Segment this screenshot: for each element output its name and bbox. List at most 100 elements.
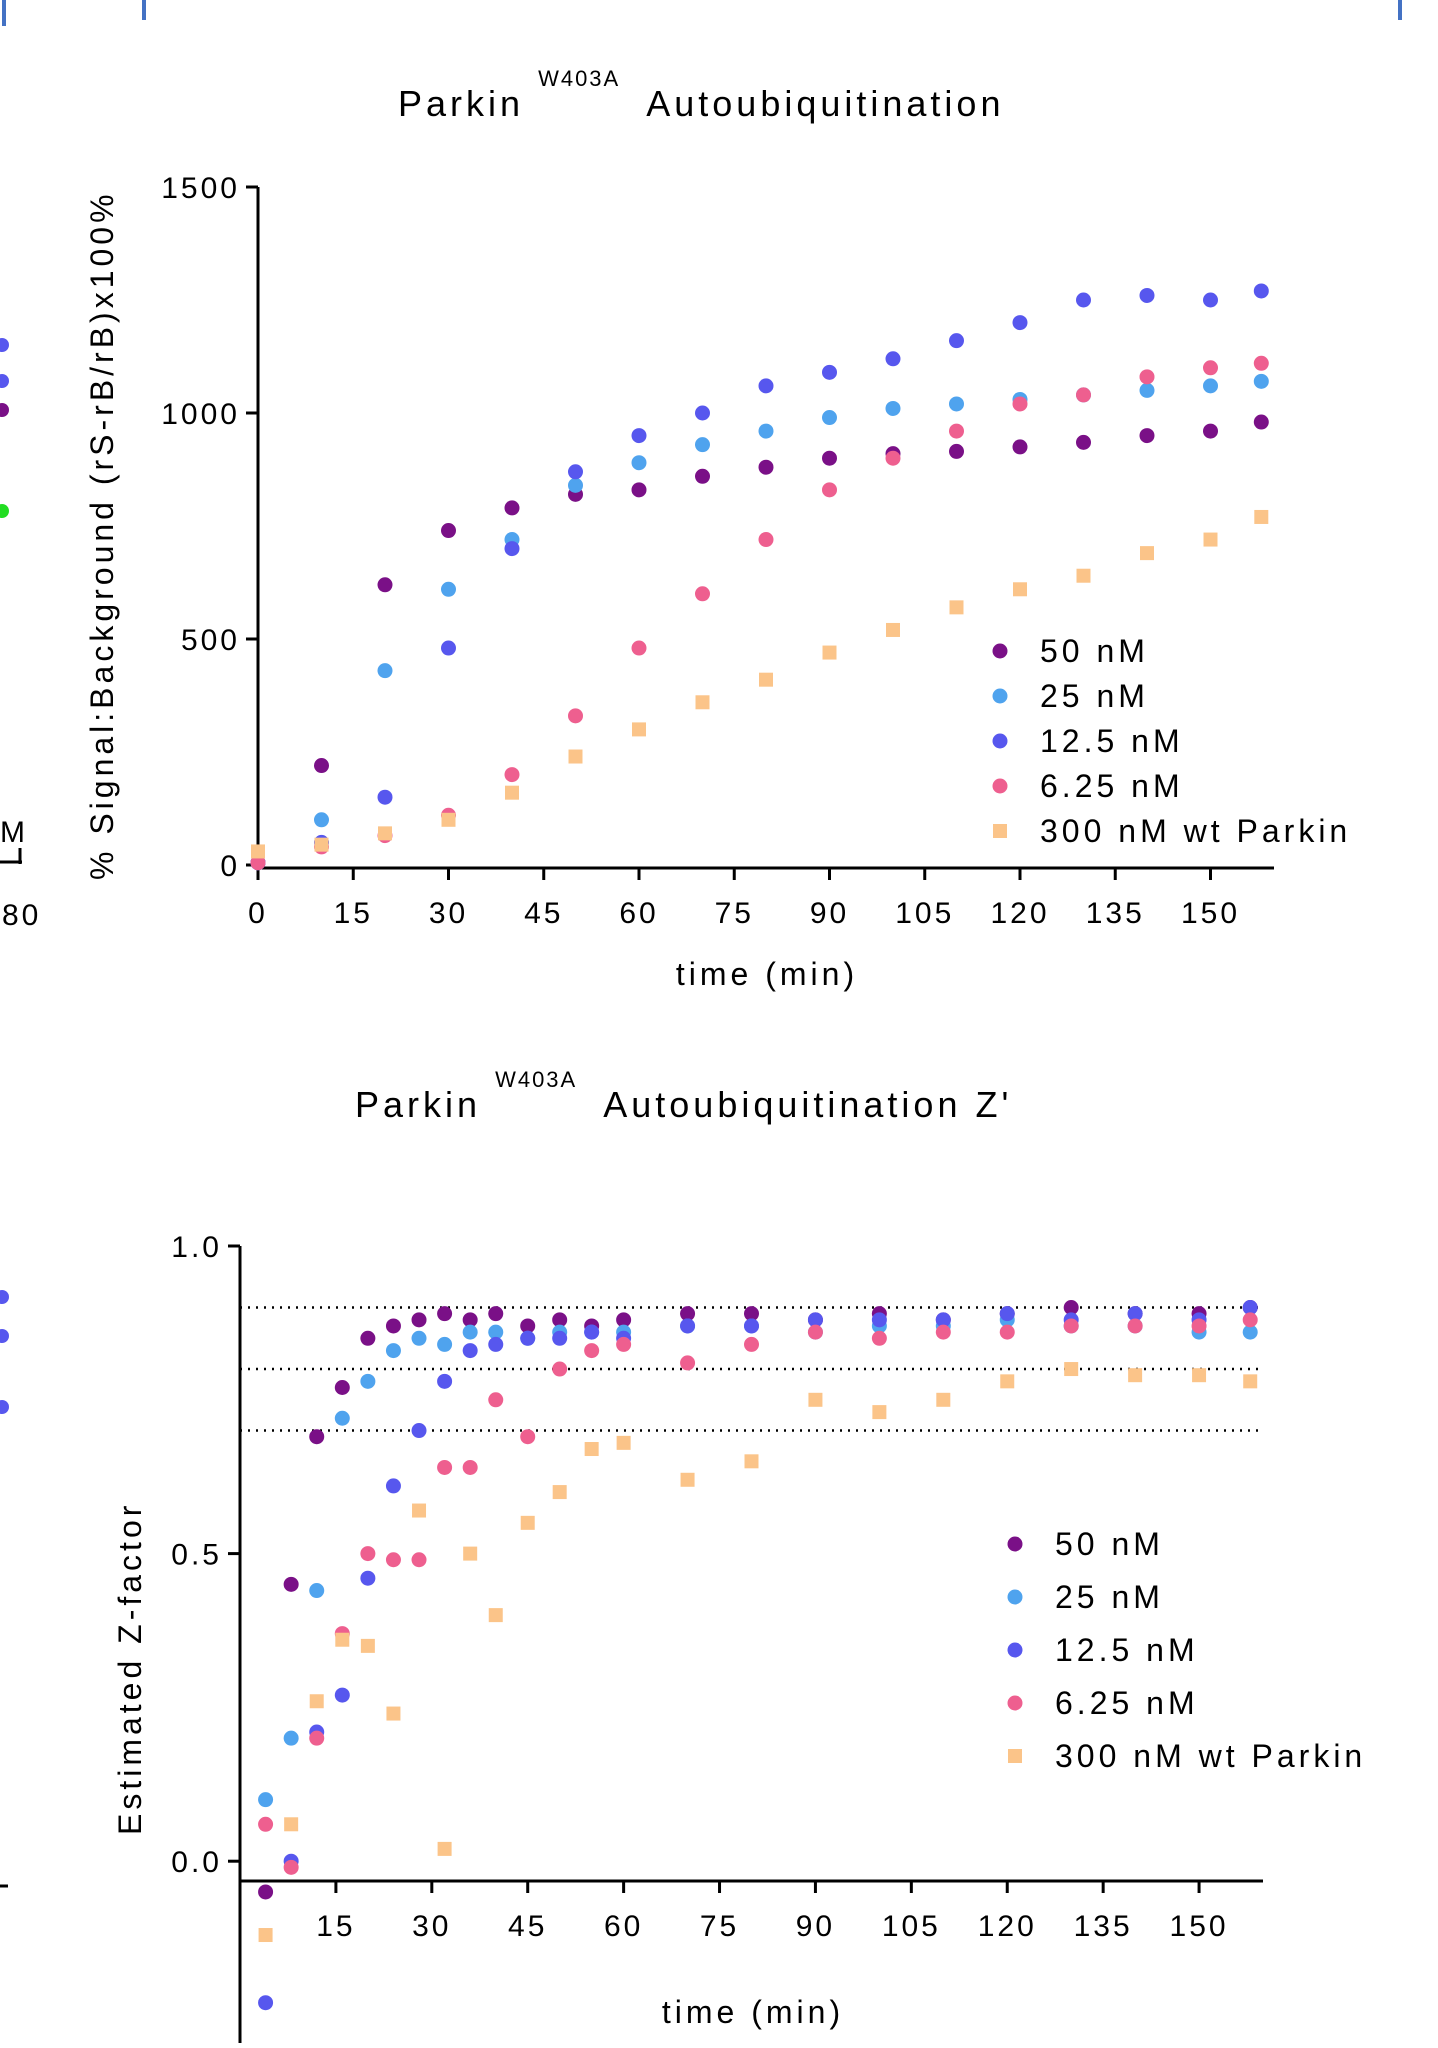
data-point <box>822 364 837 380</box>
data-point <box>568 708 583 724</box>
data-point <box>695 695 710 710</box>
data-point <box>872 1405 887 1420</box>
partial-dot <box>0 403 9 417</box>
x-tick-label: 15 <box>316 1910 355 1943</box>
data-point <box>758 423 774 439</box>
z-factor-chart: Parkin W403A Autoubiquitination Z' Estim… <box>112 1054 1362 2043</box>
data-point <box>631 640 647 656</box>
data-point <box>807 1324 823 1340</box>
data-point <box>1139 382 1155 398</box>
data-point <box>584 1442 599 1457</box>
x-tick-label: 105 <box>895 897 954 930</box>
legend-label: 6.25 nM <box>1055 1685 1199 1721</box>
data-point <box>411 1312 427 1328</box>
data-point <box>949 443 964 459</box>
signal-background-chart: Parkin W403A Autoubiquitination % Signal… <box>84 53 1351 992</box>
data-point <box>1242 1324 1258 1340</box>
data-point <box>885 351 901 367</box>
data-point <box>1076 568 1091 583</box>
data-point <box>758 378 774 394</box>
x-tick-label: 60 <box>604 1910 643 1943</box>
data-point <box>488 1336 504 1352</box>
data-point <box>1012 315 1028 331</box>
chart1-title: Parkin W403A Autoubiquitination <box>398 53 1004 124</box>
chart1-x-axis-label: time (min) <box>676 956 858 992</box>
data-point <box>695 586 710 602</box>
legend-swatch <box>1007 1642 1023 1658</box>
data-point <box>309 1583 325 1599</box>
data-point <box>437 1373 453 1389</box>
data-point <box>552 1312 568 1328</box>
data-point <box>520 1330 536 1346</box>
data-point <box>520 1515 535 1530</box>
data-point <box>616 1435 631 1450</box>
data-point <box>807 1312 823 1328</box>
data-point <box>552 1330 568 1346</box>
data-point <box>935 1312 951 1328</box>
data-point <box>258 1928 273 1943</box>
data-point <box>504 500 520 516</box>
data-point <box>822 450 837 466</box>
data-point <box>488 1324 504 1340</box>
x-tick-label: 135 <box>1086 897 1145 930</box>
data-point <box>437 1459 453 1475</box>
data-point <box>758 459 774 475</box>
data-point <box>314 812 329 828</box>
partial-left-chart: M 80 <box>0 338 38 1888</box>
data-point <box>935 1324 951 1340</box>
series-c6 <box>258 1312 1258 1875</box>
data-point <box>437 1336 453 1352</box>
data-point <box>504 767 520 783</box>
data-point <box>695 405 710 421</box>
x-tick-label: 105 <box>882 1910 941 1943</box>
chart1-plot-area <box>250 283 1269 871</box>
data-point <box>520 1318 536 1334</box>
x-tick-label: 120 <box>990 897 1049 930</box>
data-point <box>552 1485 567 1500</box>
data-point <box>385 1478 401 1494</box>
chart2-title: Parkin W403A Autoubiquitination Z' <box>355 1054 1012 1125</box>
data-point <box>568 464 583 480</box>
data-point <box>360 1373 376 1389</box>
data-point <box>552 1361 568 1377</box>
data-point <box>1192 1368 1207 1383</box>
data-point <box>441 581 456 597</box>
chart2-title-main: Parkin <box>355 1084 481 1125</box>
data-point <box>411 1552 427 1568</box>
data-point <box>377 577 393 593</box>
data-point <box>632 722 646 737</box>
legend-swatch <box>993 824 1007 838</box>
data-point <box>504 541 520 557</box>
data-point <box>441 640 456 656</box>
legend-label: 300 nM wt Parkin <box>1040 813 1351 849</box>
legend-swatch <box>1007 1536 1023 1552</box>
data-point <box>1253 414 1269 430</box>
chart2-plot-area <box>258 1300 1258 2011</box>
data-point <box>283 1859 299 1875</box>
x-tick-label: 60 <box>619 897 658 930</box>
data-point <box>936 1392 951 1407</box>
data-point <box>437 1306 453 1322</box>
data-point <box>284 1817 299 1832</box>
partial-dot <box>0 1400 9 1414</box>
data-point <box>1076 387 1091 403</box>
data-point <box>949 396 964 412</box>
data-point <box>1242 1300 1258 1316</box>
chart2-axes <box>228 1244 1263 2043</box>
x-tick-label: 30 <box>429 897 468 930</box>
data-point <box>283 1576 299 1592</box>
partial-dot <box>0 374 9 388</box>
data-point <box>334 1379 350 1395</box>
data-point <box>631 428 647 444</box>
data-point <box>1243 1374 1258 1389</box>
chart2-y-axis-label: Estimated Z-factor <box>112 1502 148 1835</box>
data-point <box>412 1503 427 1518</box>
data-point <box>377 663 393 679</box>
data-point <box>250 855 266 871</box>
partial-dot <box>0 504 9 518</box>
data-point <box>695 437 710 453</box>
data-point <box>744 1318 759 1334</box>
legend-swatch <box>992 733 1008 749</box>
data-point <box>1139 369 1155 385</box>
